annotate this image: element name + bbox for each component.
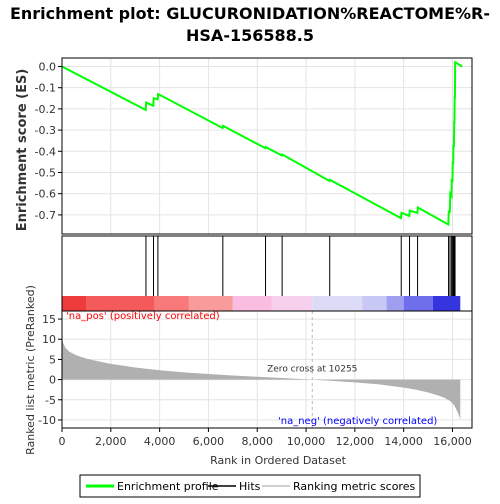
chart-title-line-2: HSA-156588.5 <box>186 26 314 45</box>
ranking-color-bar-segment <box>312 296 363 311</box>
ranking-color-bar-segment <box>386 296 404 311</box>
ranking-color-bar-segment <box>62 296 87 311</box>
x-axis: 0 2,000 4,000 6,000 8,000 10,000 12,000 14,000 1… <box>59 428 472 448</box>
legend-label-hits: Hits <box>239 480 261 493</box>
ranking-plot-border <box>61 310 473 429</box>
ranking-y-tick-label: 5 <box>49 353 56 366</box>
es-panel: 0.0 -0.1 -0.2 -0.3 -0.4 -0.5 -0.6 -0.7 <box>35 57 473 235</box>
x-tick-label: 6,000 <box>193 435 225 448</box>
ranking-color-bar-segment <box>271 296 313 311</box>
x-tick-label: 0 <box>59 435 66 448</box>
ranking-y-tick-label: -10 <box>38 414 56 427</box>
ranking-y-tick-label: 10 <box>42 333 56 346</box>
x-tick-label: 8,000 <box>241 435 273 448</box>
ranking-y-tick-label: 15 <box>42 313 56 326</box>
es-y-tick-label: -0.2 <box>35 103 56 116</box>
ranking-y-tick-label: 0 <box>49 374 56 387</box>
ranking-y-tick-label: -5 <box>45 394 56 407</box>
x-axis-label: Rank in Ordered Dataset <box>210 454 347 467</box>
positive-correlation-label: 'na_pos' (positively correlated) <box>66 311 220 322</box>
legend-label-ranking-metric-scores: Ranking metric scores <box>293 480 415 493</box>
x-tick-label: 14,000 <box>384 435 423 448</box>
es-plot-area <box>62 58 472 234</box>
ranking-color-bar-segment <box>188 296 233 311</box>
chart-title-line-1: Enrichment plot: GLUCURONIDATION%REACTOM… <box>10 4 490 23</box>
x-tick-label: 4,000 <box>144 435 176 448</box>
ranking-color-bar-segment <box>403 296 433 311</box>
hits-panel <box>61 235 473 312</box>
es-y-tick-label: 0.0 <box>39 60 57 73</box>
legend-label-enrichment-profile: Enrichment profile <box>117 480 219 493</box>
ranking-y-axis-label: Ranked list metric (PreRanked) <box>24 285 37 455</box>
x-tick-label: 2,000 <box>95 435 127 448</box>
es-plot-border <box>61 57 473 235</box>
es-y-tick-label: -0.4 <box>35 145 56 158</box>
zero-cross-label: Zero cross at 10255 <box>267 365 357 375</box>
es-y-tick-label: -0.7 <box>35 209 56 222</box>
ranking-color-bar-segment <box>362 296 387 311</box>
hits-area <box>62 236 472 296</box>
ranking-color-bar-segment <box>432 296 461 311</box>
legend: Enrichment profile Hits Ranking metric s… <box>79 474 421 498</box>
ranking-panel: 15 10 5 0 -5 -10 Zero cross at 10255 'na_pos' (… <box>38 310 473 429</box>
es-y-axis-label: Enrichment score (ES) <box>15 69 30 232</box>
es-y-tick-label: -0.5 <box>35 167 56 180</box>
es-y-tick-label: -0.3 <box>35 124 56 137</box>
x-tick-label: 10,000 <box>287 435 326 448</box>
enrichment-profile-line <box>61 60 463 227</box>
es-y-tick-label: -0.1 <box>35 82 56 95</box>
negative-correlation-label: 'na_neg' (negatively correlated) <box>278 416 437 427</box>
legend-box <box>79 474 421 498</box>
x-tick-label: 12,000 <box>336 435 375 448</box>
ranking-color-bar-segment <box>154 296 189 311</box>
ranking-metric-area <box>62 337 461 420</box>
ranking-color-bar-segment <box>86 296 155 311</box>
x-tick-label: 16,000 <box>433 435 472 448</box>
ranking-color-bar-segment <box>232 296 272 311</box>
es-y-tick-label: -0.6 <box>35 188 56 201</box>
